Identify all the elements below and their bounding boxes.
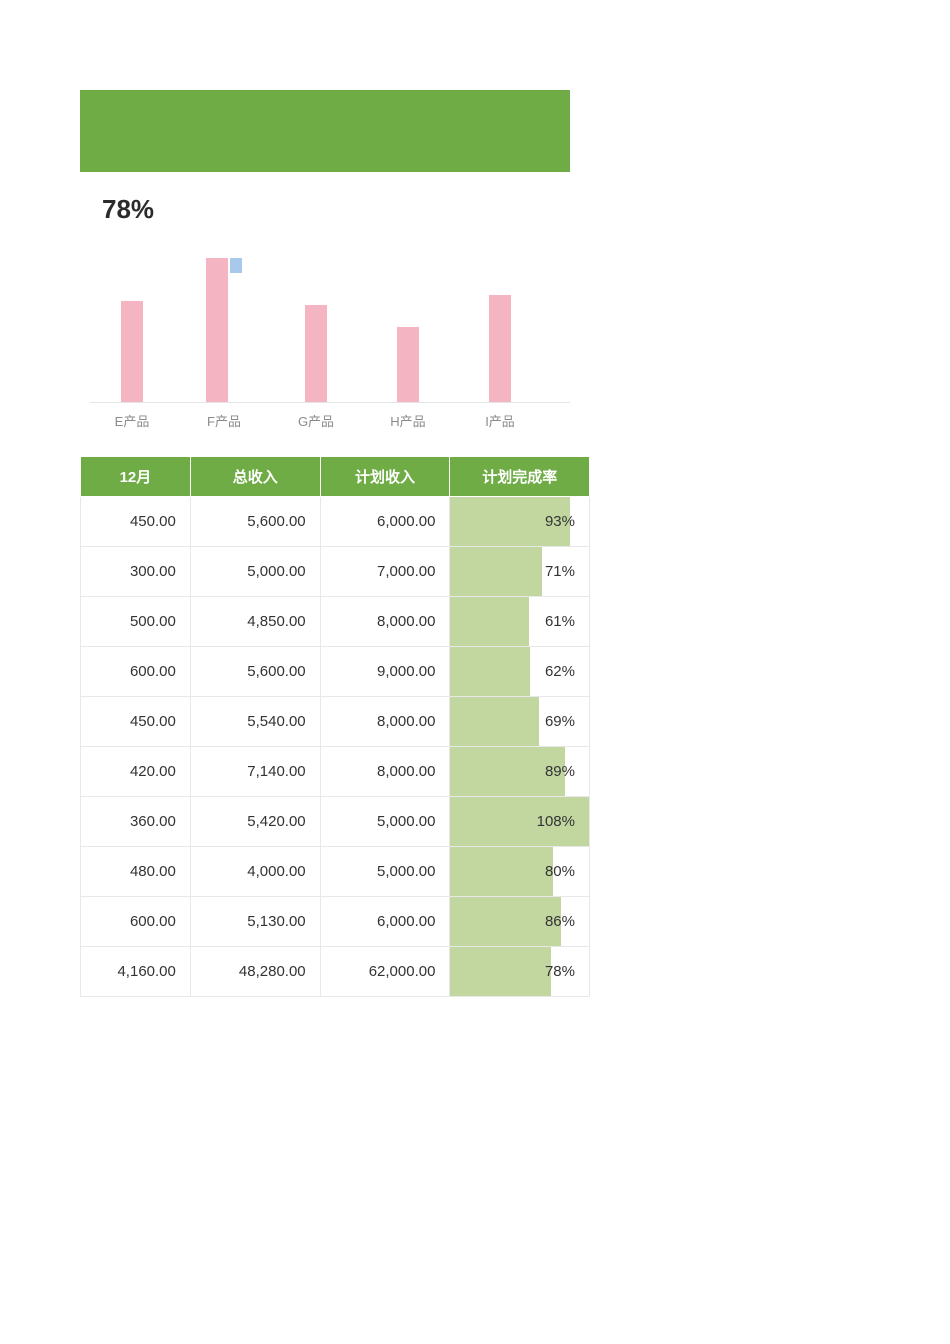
table-row: 500.004,850.008,000.00 61% (81, 597, 590, 647)
table-row: 4,160.0048,280.0062,000.00 78% (81, 947, 590, 997)
bar-group (458, 295, 542, 402)
cell: 5,540.00 (190, 697, 320, 747)
cell: 9,000.00 (320, 647, 450, 697)
table-row: 600.005,600.009,000.00 62% (81, 647, 590, 697)
revenue-table: 12月总收入计划收入计划完成率 450.005,600.006,000.0093… (80, 456, 590, 997)
cell: 62,000.00 (320, 947, 450, 997)
bar (305, 305, 327, 403)
bar-group (274, 305, 358, 403)
rate-label: 89% (464, 755, 575, 788)
cell: 300.00 (81, 547, 191, 597)
rate-label: 69% (464, 705, 575, 738)
table-row: 480.004,000.005,000.00 80% (81, 847, 590, 897)
cell: 450.00 (81, 497, 191, 547)
product-bar-chart: E产品 F产品 G产品 H产品 I产品 (80, 253, 570, 430)
bar (397, 327, 419, 402)
rate-cell: 89% (450, 747, 590, 797)
rate-cell: 61% (450, 597, 590, 647)
x-axis-label: G产品 (274, 411, 358, 430)
rate-cell: 86% (450, 897, 590, 947)
x-axis-label: H产品 (366, 411, 450, 430)
rate-label: 80% (464, 855, 575, 888)
cell: 7,140.00 (190, 747, 320, 797)
x-axis-label: I产品 (458, 411, 542, 430)
overall-percent: 78% (102, 194, 870, 225)
column-header: 12月 (81, 457, 191, 497)
cell: 5,000.00 (320, 847, 450, 897)
rate-cell: 71% (450, 547, 590, 597)
cell: 48,280.00 (190, 947, 320, 997)
cell: 6,000.00 (320, 497, 450, 547)
bar (230, 258, 242, 273)
rate-label: 71% (464, 555, 575, 588)
rate-label: 93% (464, 505, 575, 538)
cell: 8,000.00 (320, 747, 450, 797)
cell: 600.00 (81, 647, 191, 697)
rate-cell: 80% (450, 847, 590, 897)
cell: 5,000.00 (320, 797, 450, 847)
cell: 8,000.00 (320, 697, 450, 747)
table-row: 360.005,420.005,000.00 108% (81, 797, 590, 847)
cell: 4,160.00 (81, 947, 191, 997)
cell: 7,000.00 (320, 547, 450, 597)
cell: 5,420.00 (190, 797, 320, 847)
cell: 360.00 (81, 797, 191, 847)
column-header: 计划收入 (320, 457, 450, 497)
rate-cell: 69% (450, 697, 590, 747)
column-header: 总收入 (190, 457, 320, 497)
x-axis-label: F产品 (182, 411, 266, 430)
bar-group (366, 327, 450, 402)
cell: 420.00 (81, 747, 191, 797)
cell: 8,000.00 (320, 597, 450, 647)
table-row: 300.005,000.007,000.00 71% (81, 547, 590, 597)
rate-cell: 108% (450, 797, 590, 847)
column-header: 计划完成率 (450, 457, 590, 497)
bar-group (90, 301, 174, 402)
cell: 500.00 (81, 597, 191, 647)
cell: 6,000.00 (320, 897, 450, 947)
rate-label: 78% (464, 955, 575, 988)
table-row: 450.005,540.008,000.00 69% (81, 697, 590, 747)
table-row: 450.005,600.006,000.00 93% (81, 497, 590, 547)
rate-cell: 62% (450, 647, 590, 697)
cell: 5,600.00 (190, 497, 320, 547)
bar (489, 295, 511, 402)
bar (206, 258, 228, 402)
cell: 5,600.00 (190, 647, 320, 697)
cell: 480.00 (81, 847, 191, 897)
cell: 600.00 (81, 897, 191, 947)
x-axis-label: E产品 (90, 411, 174, 430)
cell: 4,850.00 (190, 597, 320, 647)
rate-label: 61% (464, 605, 575, 638)
cell: 5,130.00 (190, 897, 320, 947)
cell: 5,000.00 (190, 547, 320, 597)
table-row: 420.007,140.008,000.00 89% (81, 747, 590, 797)
rate-cell: 93% (450, 497, 590, 547)
cell: 4,000.00 (190, 847, 320, 897)
table-row: 600.005,130.006,000.00 86% (81, 897, 590, 947)
cell: 450.00 (81, 697, 191, 747)
rate-cell: 78% (450, 947, 590, 997)
rate-label: 108% (464, 805, 575, 838)
rate-label: 86% (464, 905, 575, 938)
bar-group (182, 258, 266, 402)
header-banner (80, 90, 570, 172)
rate-label: 62% (464, 655, 575, 688)
bar (121, 301, 143, 402)
